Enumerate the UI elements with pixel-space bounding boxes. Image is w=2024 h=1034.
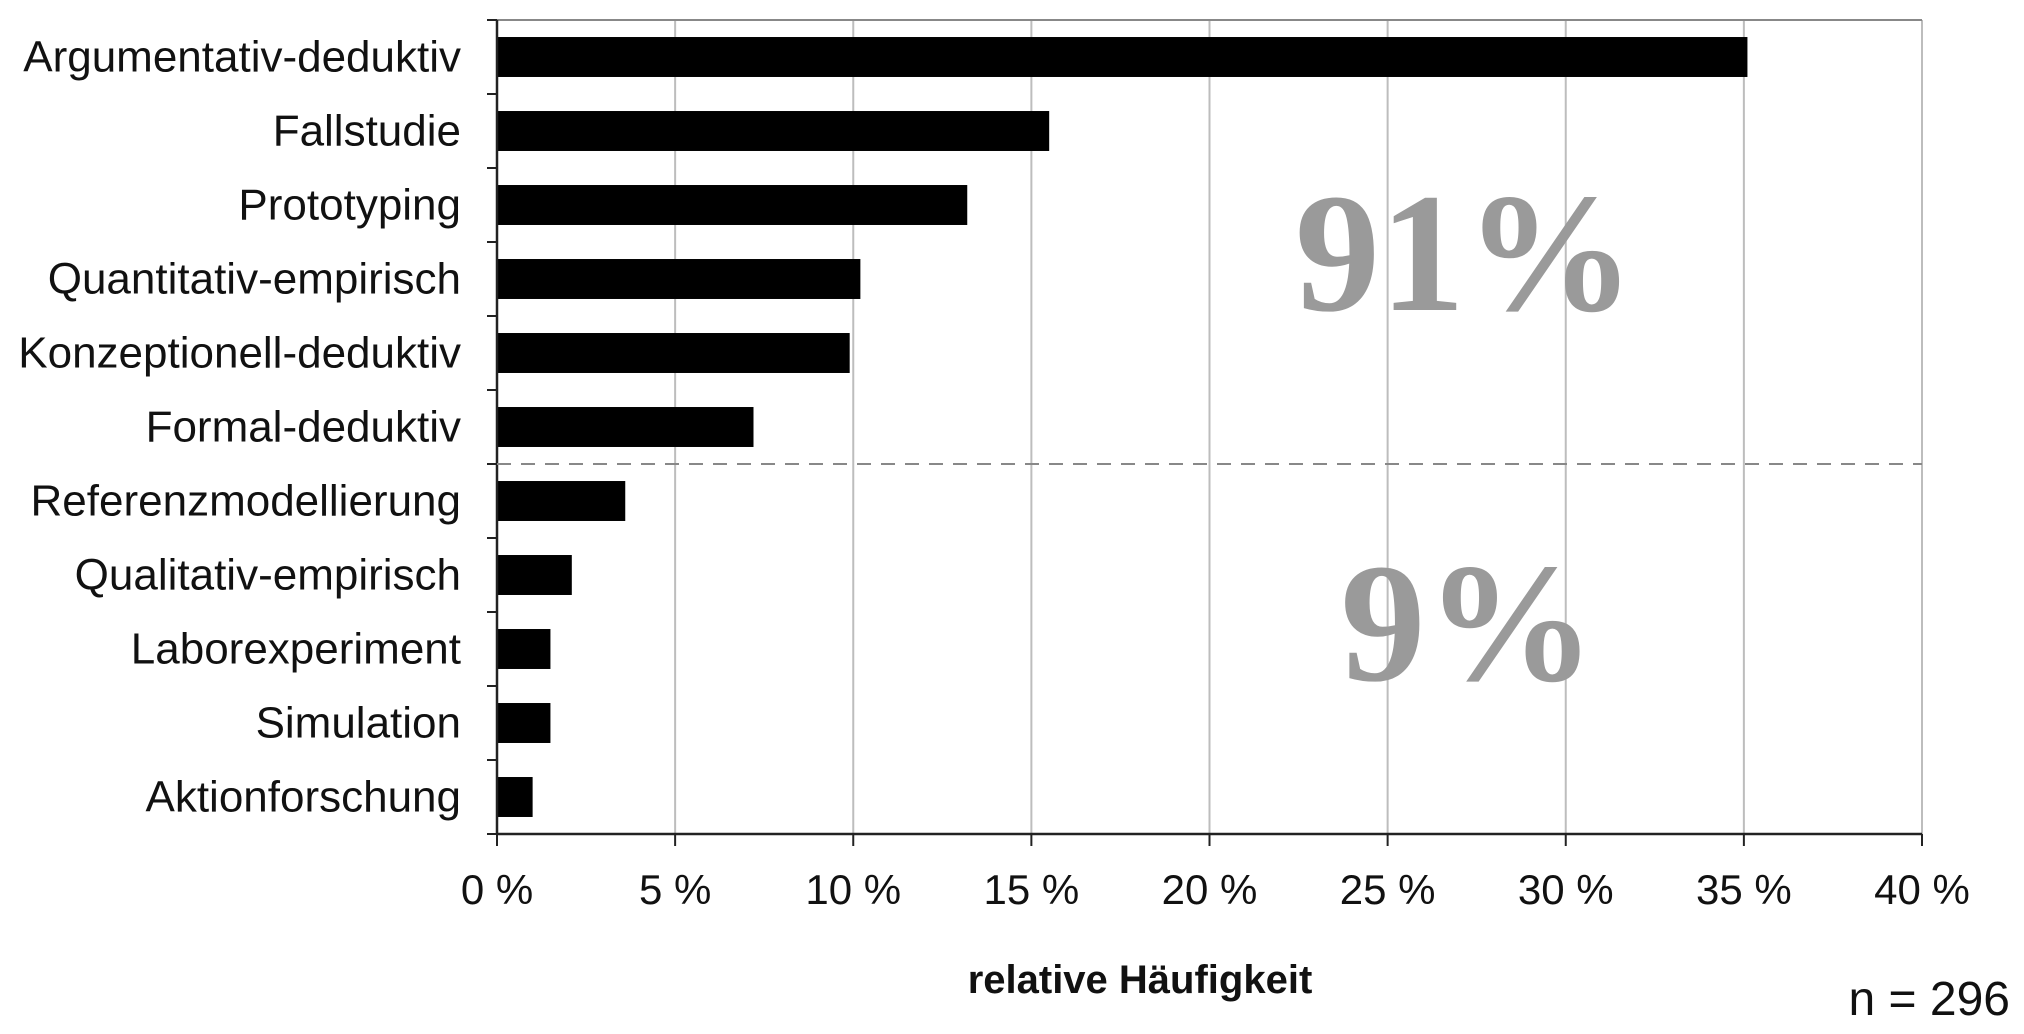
category-label: Formal-deduktiv <box>146 403 461 452</box>
bar <box>497 185 968 225</box>
bar <box>497 481 626 521</box>
category-labels: Argumentativ-deduktiv Fallstudie Prototypi… <box>18 33 461 822</box>
x-tick-label: 20 % <box>1162 866 1258 913</box>
x-tick-label: 35 % <box>1696 866 1792 913</box>
sample-size-note: n = 296 <box>1849 973 2010 1026</box>
x-tick-label: 10 % <box>805 866 901 913</box>
upper-group-share-label: 91% <box>1295 159 1635 347</box>
bar <box>497 555 572 595</box>
category-label: Qualitativ-empirisch <box>75 551 461 600</box>
bar <box>497 407 754 447</box>
bar <box>497 777 533 817</box>
bars <box>497 37 1748 817</box>
category-label: Quantitativ-empirisch <box>48 255 461 304</box>
x-tick-label: 30 % <box>1518 866 1614 913</box>
lower-group-share-label: 9% <box>1341 529 1596 717</box>
x-tick-label: 40 % <box>1874 866 1970 913</box>
bar <box>497 37 1748 77</box>
category-label: Prototyping <box>238 181 461 230</box>
bar <box>497 259 861 299</box>
axes <box>487 19 1923 846</box>
category-label: Simulation <box>256 699 461 748</box>
category-label: Argumentativ-deduktiv <box>23 33 461 82</box>
category-label: Fallstudie <box>273 107 461 156</box>
gridlines <box>497 19 1923 834</box>
tick-labels: 0 % 5 % 10 % 15 % 20 % 25 % 30 % 35 % 40 % <box>461 866 1970 913</box>
bar <box>497 333 850 373</box>
category-label: Konzeptionell-deduktiv <box>18 329 461 378</box>
category-label: Laborexperiment <box>131 625 461 674</box>
bar <box>497 703 551 743</box>
x-axis-title: relative Häufigkeit <box>968 958 1313 1002</box>
x-tick-label: 25 % <box>1340 866 1436 913</box>
x-tick-label: 5 % <box>639 866 711 913</box>
bar <box>497 111 1050 151</box>
category-label: Aktionforschung <box>145 773 461 822</box>
category-label: Referenzmodellierung <box>31 477 461 526</box>
x-tick-label: 15 % <box>984 866 1080 913</box>
bar <box>497 629 551 669</box>
x-tick-label: 0 % <box>461 866 533 913</box>
